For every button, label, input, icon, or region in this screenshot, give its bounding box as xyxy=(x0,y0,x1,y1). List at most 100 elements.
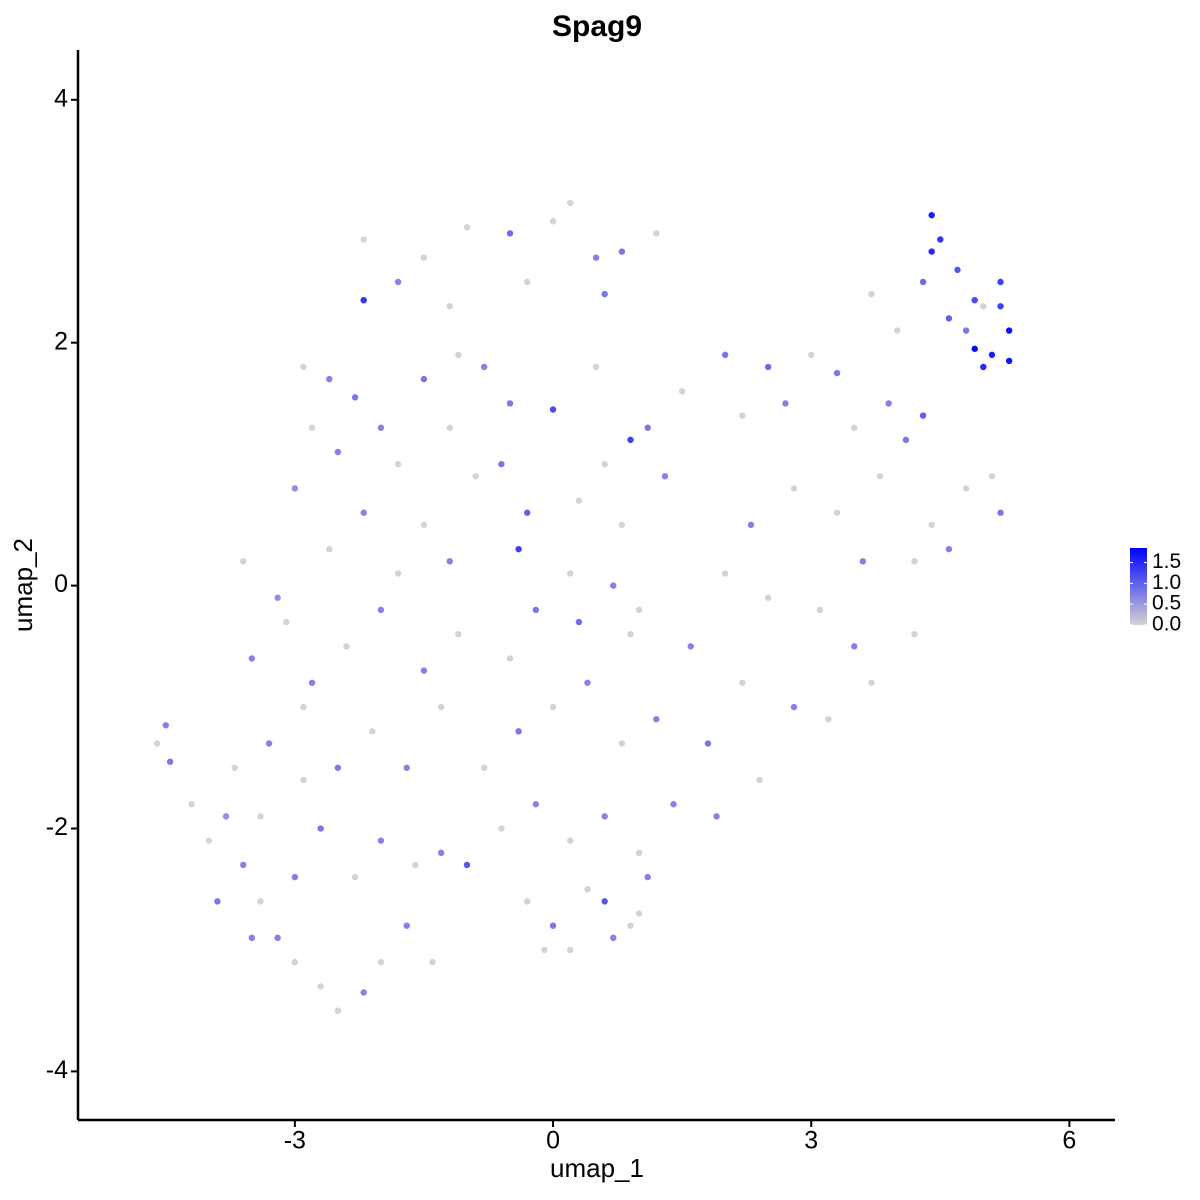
point xyxy=(506,230,514,237)
point xyxy=(549,922,557,929)
point xyxy=(549,218,557,225)
point xyxy=(283,618,290,626)
point xyxy=(902,436,910,444)
point xyxy=(610,934,617,942)
point xyxy=(300,703,307,711)
point xyxy=(592,254,600,261)
point xyxy=(446,424,453,431)
point xyxy=(455,630,462,638)
point xyxy=(480,363,488,371)
point xyxy=(231,764,238,771)
point xyxy=(816,606,824,614)
point xyxy=(153,740,161,747)
colorbar-label: 0.5 xyxy=(1152,592,1181,615)
colorbar-label: 0.0 xyxy=(1152,613,1181,636)
y-tick-label: 4 xyxy=(54,84,68,112)
point xyxy=(532,801,540,808)
point xyxy=(618,740,626,747)
point xyxy=(369,728,376,735)
point xyxy=(343,643,350,650)
point xyxy=(894,327,901,334)
point xyxy=(524,278,531,286)
point xyxy=(988,473,996,480)
point xyxy=(627,436,634,444)
point xyxy=(463,224,471,231)
point xyxy=(928,248,935,255)
point xyxy=(808,351,815,359)
point xyxy=(446,558,453,565)
point xyxy=(549,406,557,413)
point xyxy=(334,1007,342,1014)
colorbar-label: 1.0 xyxy=(1152,571,1181,594)
point xyxy=(644,873,651,881)
point xyxy=(248,934,256,942)
point xyxy=(653,716,660,723)
point xyxy=(764,363,772,371)
point xyxy=(610,582,617,589)
point xyxy=(541,946,548,954)
point xyxy=(257,898,264,905)
y-tick-label: 0 xyxy=(54,570,68,598)
point xyxy=(506,655,514,662)
y-tick-label: -2 xyxy=(46,813,68,841)
point xyxy=(360,509,367,516)
point xyxy=(420,375,428,383)
point xyxy=(678,388,686,395)
point xyxy=(334,764,342,771)
point xyxy=(919,278,927,286)
point xyxy=(394,570,402,577)
point xyxy=(291,485,299,492)
point xyxy=(317,983,324,990)
point xyxy=(868,290,875,298)
point xyxy=(437,703,445,711)
point xyxy=(739,679,746,686)
point xyxy=(575,497,583,504)
point xyxy=(205,837,213,844)
point xyxy=(635,606,643,614)
point xyxy=(954,266,961,274)
point xyxy=(377,606,385,614)
point xyxy=(928,211,935,219)
point xyxy=(300,363,307,371)
point xyxy=(257,813,264,820)
x-tick-label: -3 xyxy=(284,1127,306,1155)
point xyxy=(360,989,367,996)
point xyxy=(291,873,299,881)
point xyxy=(635,849,643,857)
point xyxy=(222,813,230,820)
point xyxy=(351,394,359,401)
point xyxy=(420,667,428,674)
point xyxy=(326,545,333,553)
point xyxy=(782,400,789,407)
point xyxy=(377,424,385,431)
point xyxy=(601,460,608,468)
point xyxy=(524,898,531,905)
point xyxy=(567,199,574,207)
point xyxy=(851,424,858,431)
point xyxy=(661,473,669,480)
point xyxy=(859,558,867,565)
colorbar xyxy=(1130,548,1147,625)
point xyxy=(825,716,832,723)
point xyxy=(472,473,479,480)
x-axis-title: umap_1 xyxy=(550,1153,644,1183)
point xyxy=(756,776,763,784)
point xyxy=(166,758,174,765)
point xyxy=(971,345,978,352)
point xyxy=(429,958,436,966)
y-axis-title: umap_2 xyxy=(8,538,38,632)
y-tick-label: -4 xyxy=(46,1056,68,1084)
point xyxy=(945,545,953,553)
point xyxy=(618,521,626,529)
point xyxy=(300,776,307,784)
point xyxy=(653,230,660,237)
point xyxy=(412,861,419,869)
point xyxy=(480,764,488,771)
point xyxy=(360,296,367,304)
point xyxy=(876,473,884,480)
point xyxy=(937,236,944,243)
point xyxy=(627,630,634,638)
point xyxy=(670,801,677,808)
point xyxy=(911,630,918,638)
